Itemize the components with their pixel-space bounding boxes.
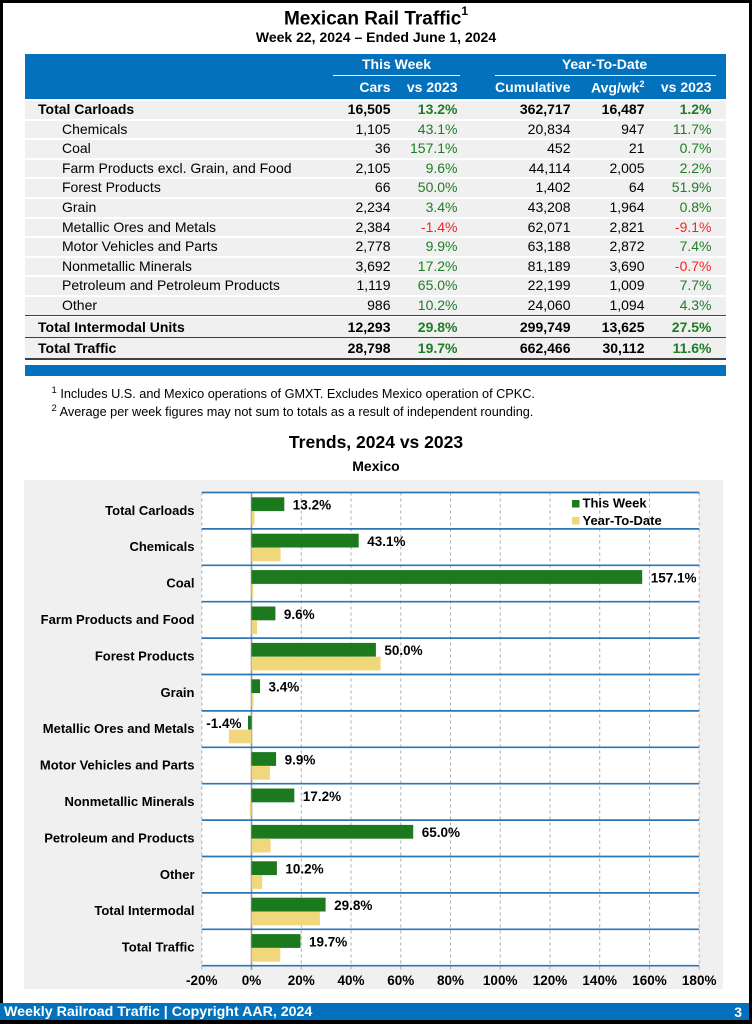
svg-text:9.9%: 9.9% bbox=[285, 752, 316, 767]
svg-text:Petroleum and Products: Petroleum and Products bbox=[44, 830, 194, 845]
svg-text:20%: 20% bbox=[288, 973, 315, 988]
svg-text:-1.4%: -1.4% bbox=[206, 716, 241, 731]
svg-text:Motor Vehicles and Parts: Motor Vehicles and Parts bbox=[40, 757, 195, 772]
svg-text:40%: 40% bbox=[337, 973, 364, 988]
svg-text:43.1%: 43.1% bbox=[367, 534, 405, 549]
svg-text:140%: 140% bbox=[582, 973, 617, 988]
svg-text:Other: Other bbox=[160, 866, 195, 881]
svg-text:29.8%: 29.8% bbox=[334, 898, 372, 913]
svg-text:120%: 120% bbox=[533, 973, 568, 988]
svg-text:180%: 180% bbox=[682, 973, 717, 988]
svg-text:160%: 160% bbox=[632, 973, 667, 988]
svg-text:Year-To-Date: Year-To-Date bbox=[583, 512, 662, 527]
svg-text:This Week: This Week bbox=[583, 495, 648, 510]
svg-text:-20%: -20% bbox=[186, 973, 218, 988]
svg-text:Grain: Grain bbox=[161, 684, 195, 699]
svg-text:157.1%: 157.1% bbox=[651, 570, 697, 585]
svg-text:17.2%: 17.2% bbox=[303, 788, 341, 803]
svg-text:Farm Products and Food: Farm Products and Food bbox=[41, 612, 195, 627]
svg-text:65.0%: 65.0% bbox=[422, 825, 460, 840]
svg-text:Coal: Coal bbox=[166, 575, 194, 590]
svg-text:Total Intermodal: Total Intermodal bbox=[94, 903, 194, 918]
svg-text:60%: 60% bbox=[387, 973, 414, 988]
svg-text:Nonmetallic Minerals: Nonmetallic Minerals bbox=[64, 794, 194, 809]
svg-text:9.6%: 9.6% bbox=[284, 606, 315, 621]
svg-text:80%: 80% bbox=[437, 973, 464, 988]
svg-text:0%: 0% bbox=[242, 973, 262, 988]
svg-text:13.2%: 13.2% bbox=[293, 497, 331, 512]
svg-text:Total Carloads: Total Carloads bbox=[105, 502, 194, 517]
svg-text:Forest Products: Forest Products bbox=[95, 648, 195, 663]
svg-text:10.2%: 10.2% bbox=[285, 861, 323, 876]
svg-text:3.4%: 3.4% bbox=[269, 679, 300, 694]
svg-text:19.7%: 19.7% bbox=[309, 934, 347, 949]
svg-text:100%: 100% bbox=[483, 973, 518, 988]
svg-text:Chemicals: Chemicals bbox=[129, 539, 194, 554]
svg-text:Total Traffic: Total Traffic bbox=[122, 939, 195, 954]
svg-text:50.0%: 50.0% bbox=[384, 643, 422, 658]
svg-text:Metallic Ores and Metals: Metallic Ores and Metals bbox=[43, 721, 195, 736]
